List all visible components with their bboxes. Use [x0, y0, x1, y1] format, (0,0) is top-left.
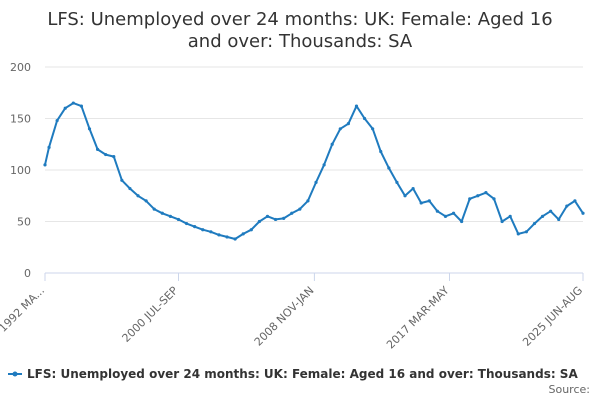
y-axis-ticks: 0 50 100 150 200	[10, 61, 31, 280]
legend[interactable]: LFS: Unemployed over 24 months: UK: Fema…	[8, 367, 578, 381]
x-tick-label: 1992 MA...	[0, 284, 47, 335]
data-point[interactable]	[209, 230, 213, 234]
data-point[interactable]	[184, 221, 189, 226]
data-point[interactable]	[201, 228, 205, 232]
data-point[interactable]	[144, 199, 148, 203]
data-point[interactable]	[306, 199, 310, 203]
data-point[interactable]	[427, 199, 431, 203]
data-point[interactable]	[484, 191, 488, 195]
data-point[interactable]	[47, 145, 51, 149]
data-point[interactable]	[282, 216, 286, 221]
chart-title-line-2: and over: Thousands: SA	[188, 31, 413, 52]
y-tick-label: 100	[10, 164, 31, 177]
data-point[interactable]	[176, 217, 181, 222]
data-point[interactable]	[160, 211, 164, 215]
data-point[interactable]	[55, 118, 59, 123]
data-point[interactable]	[371, 127, 375, 131]
x-tick-label: 2025 JUN-AUG	[520, 284, 585, 349]
legend-symbol-dot	[12, 371, 18, 377]
data-point[interactable]	[379, 149, 383, 154]
chart-title-line-1: LFS: Unemployed over 24 months: UK: Fema…	[47, 9, 552, 30]
data-point[interactable]	[43, 163, 47, 167]
data-point[interactable]	[460, 219, 464, 224]
x-axis-ticks: 1992 MA... 2000 JUL-SEP 2008 NOV-JAN 2017 M…	[0, 273, 585, 352]
data-point[interactable]	[63, 106, 67, 110]
data-point[interactable]	[354, 104, 359, 108]
data-point[interactable]	[573, 199, 577, 203]
data-point[interactable]	[322, 163, 326, 167]
x-tick-label: 2008 NOV-JAN	[252, 284, 317, 349]
data-point[interactable]	[540, 214, 545, 218]
data-point[interactable]	[557, 217, 561, 222]
data-point[interactable]	[500, 219, 504, 224]
series-line	[44, 102, 584, 240]
data-point[interactable]	[443, 214, 448, 218]
data-point[interactable]	[193, 225, 197, 229]
data-point[interactable]	[524, 230, 528, 234]
data-point[interactable]	[257, 219, 261, 224]
data-point[interactable]	[330, 142, 334, 146]
data-point[interactable]	[338, 127, 342, 131]
data-point[interactable]	[532, 221, 537, 226]
data-point[interactable]	[71, 101, 75, 105]
data-point[interactable]	[411, 186, 415, 191]
data-point[interactable]	[79, 104, 84, 108]
data-point[interactable]	[249, 228, 253, 232]
x-tick-label: 2017 MAR-MAY	[384, 284, 452, 352]
data-point[interactable]	[241, 232, 245, 236]
data-point[interactable]	[87, 127, 92, 131]
x-tick-label: 2000 JUL-SEP	[120, 284, 181, 345]
data-point[interactable]	[419, 201, 423, 205]
data-point[interactable]	[314, 180, 318, 184]
y-tick-label: 150	[10, 113, 31, 126]
data-point[interactable]	[265, 214, 270, 218]
data-point[interactable]	[112, 155, 116, 159]
y-tick-label: 0	[24, 267, 31, 280]
data-point[interactable]	[104, 152, 108, 157]
data-point[interactable]	[516, 232, 520, 236]
data-point[interactable]	[168, 214, 172, 218]
data-point[interactable]	[95, 147, 100, 151]
y-tick-label: 200	[10, 61, 31, 74]
data-point[interactable]	[128, 186, 132, 191]
data-point[interactable]	[451, 211, 456, 215]
y-tick-label: 50	[17, 216, 31, 229]
data-point[interactable]	[395, 180, 399, 184]
data-point[interactable]	[273, 217, 278, 222]
data-point[interactable]	[298, 207, 302, 211]
data-point[interactable]	[233, 237, 237, 241]
data-point[interactable]	[225, 235, 229, 239]
data-point[interactable]	[435, 209, 439, 213]
data-point[interactable]	[508, 214, 512, 218]
data-point[interactable]	[362, 116, 367, 121]
data-point[interactable]	[476, 194, 480, 198]
data-point[interactable]	[217, 233, 221, 237]
data-point[interactable]	[403, 194, 407, 198]
legend-label: LFS: Unemployed over 24 months: UK: Fema…	[27, 367, 578, 381]
y-gridlines	[45, 66, 583, 222]
source-label: Source:	[549, 383, 591, 396]
data-point[interactable]	[152, 207, 156, 211]
data-point[interactable]	[565, 204, 569, 208]
data-point[interactable]	[120, 178, 124, 182]
data-point[interactable]	[136, 194, 140, 198]
data-point[interactable]	[290, 211, 294, 215]
data-point[interactable]	[468, 197, 472, 201]
data-point[interactable]	[346, 122, 350, 126]
data-point[interactable]	[492, 197, 496, 201]
data-point[interactable]	[581, 211, 585, 215]
data-point[interactable]	[549, 209, 553, 213]
data-point[interactable]	[387, 166, 391, 170]
plot-area	[43, 101, 585, 241]
